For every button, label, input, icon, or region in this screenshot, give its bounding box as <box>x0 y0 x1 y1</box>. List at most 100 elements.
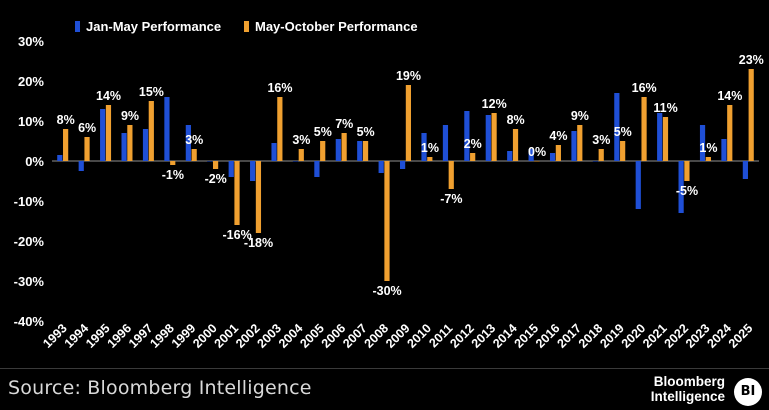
data-label: 5% <box>314 125 332 139</box>
bar-may-oct <box>598 149 604 161</box>
bar-jan-may <box>250 161 256 181</box>
bar-jan-may <box>400 161 406 169</box>
bar-jan-may <box>549 153 556 161</box>
bar-may-oct <box>84 137 90 161</box>
legend-swatch-jan-may <box>75 21 80 32</box>
data-label: -7% <box>440 192 462 206</box>
data-label: -18% <box>244 236 273 250</box>
bar-may-oct <box>405 85 411 161</box>
bar-may-oct <box>234 161 240 225</box>
bar-jan-may <box>378 161 384 173</box>
bar-jan-may <box>164 97 170 161</box>
bar-jan-may <box>657 113 663 161</box>
bar-jan-may <box>528 149 534 161</box>
bar-jan-may <box>314 161 320 177</box>
bar-jan-may <box>485 115 491 161</box>
data-label: -30% <box>372 284 401 298</box>
bar-may-oct <box>384 161 390 281</box>
data-label: -5% <box>676 184 698 198</box>
data-label: -16% <box>223 228 252 242</box>
bar-jan-may <box>57 155 63 161</box>
brand-line-1: Bloomberg <box>653 374 725 389</box>
bar-may-oct <box>748 69 754 161</box>
bi-logo-icon: BI <box>734 378 762 406</box>
bar-jan-may <box>635 161 641 209</box>
y-tick-label: 10% <box>18 114 44 129</box>
bar-may-oct <box>727 105 733 161</box>
data-label: 7% <box>335 117 353 131</box>
bar-jan-may <box>571 131 577 161</box>
bar-jan-may <box>721 139 727 161</box>
bar-jan-may <box>742 161 748 179</box>
bar-may-oct <box>427 157 433 161</box>
y-tick-label: 20% <box>18 74 44 89</box>
bar-may-oct <box>577 125 583 161</box>
data-label: 1% <box>699 141 717 155</box>
bar-may-oct <box>105 105 112 161</box>
bar-jan-may <box>699 125 706 161</box>
data-label: 8% <box>507 113 525 127</box>
data-label: 4% <box>549 129 567 143</box>
bar-may-oct <box>641 97 647 161</box>
bar-jan-may <box>464 111 470 161</box>
data-label: 5% <box>614 125 632 139</box>
data-label: 1% <box>421 141 439 155</box>
data-label: 23% <box>739 53 764 67</box>
bar-may-oct <box>127 125 133 161</box>
data-label: 9% <box>571 109 589 123</box>
legend-label-jan-may: Jan-May Performance <box>86 19 221 34</box>
bar-may-oct <box>448 161 454 189</box>
footer-divider <box>0 368 769 369</box>
data-label: 0% <box>528 145 546 159</box>
bar-may-oct <box>512 129 519 161</box>
bar-jan-may <box>335 139 341 161</box>
bar-may-oct <box>534 161 540 162</box>
bar-may-oct <box>705 157 711 161</box>
bar-may-oct <box>555 145 561 161</box>
bar-jan-may <box>421 133 427 161</box>
data-label: 16% <box>632 81 657 95</box>
y-tick-label: -30% <box>14 274 45 289</box>
bar-may-oct <box>170 161 176 165</box>
data-label: -1% <box>162 168 184 182</box>
data-label: 14% <box>717 89 742 103</box>
y-tick-label: 0% <box>25 154 44 169</box>
data-label: 16% <box>267 81 292 95</box>
bar-may-oct <box>277 97 283 161</box>
data-label: 3% <box>292 133 310 147</box>
bar-jan-may <box>207 161 213 162</box>
y-tick-label: -20% <box>14 234 45 249</box>
bar-may-oct <box>620 141 626 161</box>
data-label: -2% <box>205 172 227 186</box>
bar-may-oct <box>470 153 476 161</box>
bar-may-oct <box>684 161 690 181</box>
bar-jan-may <box>78 161 84 171</box>
bar-jan-may <box>185 125 191 161</box>
data-label: 3% <box>592 133 610 147</box>
data-label: 6% <box>78 121 96 135</box>
legend-label-may-oct: May-October Performance <box>255 19 418 34</box>
bar-may-oct <box>320 141 326 161</box>
y-tick-label: 30% <box>18 34 44 49</box>
bar-may-oct <box>491 113 497 161</box>
bar-may-oct <box>362 141 369 161</box>
y-tick-label: -40% <box>14 314 45 329</box>
bar-chart: 30%20%10%0%-10%-20%-30%-40%8%19936%19941… <box>14 19 764 351</box>
data-label: 14% <box>96 89 121 103</box>
y-tick-label: -10% <box>14 194 45 209</box>
bar-jan-may <box>100 109 106 161</box>
bloomberg-intelligence-wordmark: Bloomberg Intelligence <box>651 374 725 404</box>
data-label: 5% <box>357 125 375 139</box>
bar-may-oct <box>191 149 197 161</box>
bar-jan-may <box>121 133 127 161</box>
bar-jan-may <box>142 129 149 161</box>
bar-may-oct <box>341 133 347 161</box>
data-label: 11% <box>653 101 677 115</box>
bar-jan-may <box>292 161 299 162</box>
bar-jan-may <box>507 151 513 161</box>
data-label: 8% <box>57 113 75 127</box>
data-label: 2% <box>464 137 482 151</box>
data-label: 9% <box>121 109 139 123</box>
bar-may-oct <box>298 149 304 161</box>
bar-may-oct <box>148 101 154 161</box>
